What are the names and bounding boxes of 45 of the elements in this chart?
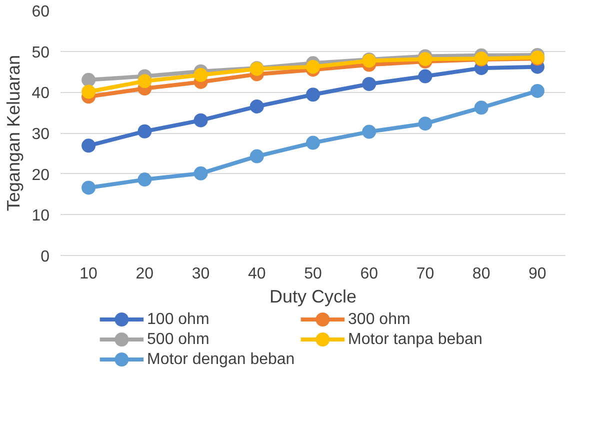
x-tick-label: 50: [304, 266, 322, 282]
point: [530, 84, 544, 98]
point: [418, 69, 432, 84]
point: [194, 113, 208, 128]
legend-label: Motor tanpa beban: [348, 331, 482, 348]
point: [474, 100, 488, 115]
point: [82, 84, 96, 99]
point: [250, 149, 264, 164]
x-tick-label: 30: [192, 266, 210, 282]
x-tick-label: 90: [528, 266, 546, 282]
y-tick-label: 20: [32, 166, 50, 184]
legend-label: Motor dengan beban: [147, 351, 295, 368]
y-tick-label: 10: [32, 208, 50, 225]
y-tick-label: 60: [32, 4, 50, 20]
y-tick-label: 50: [32, 44, 50, 62]
y-tick-label: 40: [32, 85, 50, 102]
x-tick-label: 20: [136, 266, 154, 282]
legend-label: 100 ohm: [147, 311, 210, 328]
point: [362, 124, 376, 139]
x-tick-label: 10: [80, 266, 98, 282]
y-axis-title: Tegangan Keluaran: [4, 54, 24, 212]
x-tick-label: 40: [248, 266, 266, 282]
point: [418, 52, 432, 66]
point: [82, 138, 96, 153]
y-tick-label: 0: [40, 248, 50, 266]
x-axis-title: Duty Cycle: [269, 286, 357, 306]
point: [82, 72, 96, 87]
point: [306, 60, 320, 74]
point: [194, 166, 208, 180]
point: [250, 99, 264, 114]
legend-label: 500 ohm: [147, 331, 210, 348]
point: [418, 116, 432, 131]
point: [194, 68, 208, 82]
x-tick-label: 70: [416, 266, 434, 282]
point: [138, 172, 152, 187]
legend-label: 300 ohm: [348, 311, 410, 328]
point: [362, 77, 376, 91]
point: [306, 88, 320, 102]
x-tick-label: 80: [472, 266, 490, 282]
point: [138, 74, 152, 88]
y-tick-label: 30: [32, 126, 50, 143]
point: [306, 136, 320, 150]
x-tick-label: 60: [360, 266, 378, 282]
point: [82, 180, 96, 195]
point: [138, 124, 152, 138]
